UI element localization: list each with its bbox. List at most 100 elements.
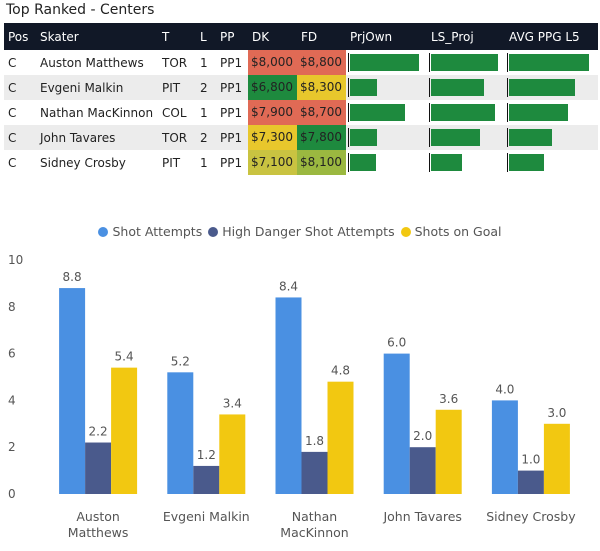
fd-salary-value: $8,700	[297, 100, 346, 125]
team-cell: TOR	[158, 125, 196, 150]
y-tick-label: 10	[8, 253, 23, 267]
table-row[interactable]: C Nathan MacKinnon COL 1 PP1 $7,900 $8,700	[4, 100, 598, 125]
y-tick-label: 4	[8, 393, 16, 407]
x-tick-label: Sidney Crosby	[486, 509, 576, 524]
bar-shot-attempts	[275, 297, 302, 494]
ls-proj-cell	[427, 125, 505, 150]
prjown-cell	[346, 125, 427, 150]
avg-ppg-cell	[505, 125, 598, 150]
ls-proj-cell	[427, 150, 505, 175]
bar-high-danger-shot-attempts	[85, 442, 112, 494]
col-prjown-header[interactable]: PrjOwn	[346, 23, 427, 50]
col-ls-proj-header[interactable]: LS_Proj	[427, 23, 505, 50]
data-label: 5.4	[115, 350, 134, 364]
bar-shot-attempts	[383, 353, 410, 494]
prjown-cell	[346, 75, 427, 100]
fd-salary-cell: $8,800	[297, 50, 346, 75]
col-team-header[interactable]: T	[158, 23, 196, 50]
bar-shots-on-goal	[543, 423, 570, 494]
fd-salary-cell: $7,800	[297, 125, 346, 150]
ls-proj-bar	[431, 54, 498, 71]
line-cell: 1	[200, 55, 208, 70]
legend-label: Shots on Goal	[414, 224, 502, 239]
avg-ppg-bar-track	[507, 78, 597, 97]
y-tick-label: 8	[8, 300, 16, 314]
fd-salary-value: $7,800	[297, 125, 346, 150]
legend-item[interactable]: Shots on Goal	[400, 224, 502, 239]
avg-ppg-bar	[509, 79, 575, 96]
ls-proj-bar	[431, 129, 481, 146]
data-label: 6.0	[387, 336, 406, 350]
skater-name-cell: John Tavares	[36, 125, 158, 150]
bar-high-danger-shot-attempts	[517, 470, 544, 494]
y-tick-label: 0	[8, 487, 16, 501]
legend-marker-icon	[98, 227, 109, 237]
bar-high-danger-shot-attempts	[301, 451, 328, 494]
dk-salary-cell: $6,800	[248, 75, 297, 100]
team-cell: PIT	[162, 155, 181, 170]
prjown-cell	[346, 100, 427, 125]
fd-salary-cell: $8,300	[297, 75, 346, 100]
legend-item[interactable]: High Danger Shot Attempts	[208, 224, 395, 239]
table-row[interactable]: C Evgeni Malkin PIT 2 PP1 $6,800 $8,300	[4, 75, 598, 100]
col-pos-header[interactable]: Pos	[4, 23, 36, 50]
bar-shot-attempts	[491, 400, 518, 494]
table-row[interactable]: C Auston Matthews TOR 1 PP1 $8,000 $8,800	[4, 50, 598, 75]
dk-salary-cell: $7,300	[248, 125, 297, 150]
avg-ppg-bar	[509, 129, 552, 146]
fd-salary-value: $8,300	[297, 75, 346, 100]
dk-salary-value: $7,100	[248, 150, 297, 175]
avg-ppg-bar-track	[507, 128, 597, 147]
ls-proj-bar	[431, 104, 495, 121]
bar-shot-attempts	[59, 288, 86, 494]
data-label: 3.6	[439, 392, 458, 406]
prjown-cell	[346, 150, 427, 175]
power-play-cell: PP1	[216, 75, 248, 100]
prjown-bar-track	[348, 53, 426, 72]
table-row[interactable]: C John Tavares TOR 2 PP1 $7,300 $7,800	[4, 125, 598, 150]
ls-proj-bar-track	[429, 78, 504, 97]
table-row[interactable]: C Sidney Crosby PIT 1 PP1 $7,100 $8,100	[4, 150, 598, 175]
ls-proj-cell	[427, 75, 505, 100]
data-label: 3.4	[223, 396, 242, 410]
power-play-cell: PP1	[220, 155, 243, 170]
avg-ppg-bar	[509, 54, 590, 71]
ls-proj-bar	[431, 79, 485, 96]
data-label: 3.0	[547, 406, 566, 420]
x-tick-label: Auston	[76, 509, 119, 524]
data-label: 2.2	[89, 425, 108, 439]
bar-high-danger-shot-attempts	[409, 447, 436, 494]
prjown-bar	[350, 129, 377, 146]
page-title: Top Ranked - Centers	[6, 2, 155, 18]
team-cell: COL	[162, 105, 187, 120]
bar-shots-on-goal	[327, 381, 354, 494]
line-cell: 2	[196, 75, 216, 100]
prjown-bar-track	[348, 103, 426, 122]
power-play-cell: PP1	[220, 105, 243, 120]
bar-shot-attempts	[167, 372, 194, 494]
fd-salary-cell: $8,700	[297, 100, 346, 125]
avg-ppg-bar	[509, 104, 568, 121]
prjown-bar	[350, 104, 405, 121]
dk-salary-value: $6,800	[248, 75, 297, 100]
avg-ppg-bar-track	[507, 53, 597, 72]
col-dk-header[interactable]: DK	[248, 23, 297, 50]
col-skater-header[interactable]: Skater	[36, 23, 158, 50]
col-avg-ppg-header[interactable]: AVG PPG L5	[505, 23, 598, 50]
position-cell: C	[8, 105, 17, 120]
legend-marker-icon	[208, 227, 219, 237]
prjown-bar-track	[348, 153, 426, 172]
legend-item[interactable]: Shot Attempts	[98, 224, 202, 239]
power-play-cell: PP1	[220, 55, 243, 70]
dk-salary-cell: $7,100	[248, 150, 297, 175]
dk-salary-value: $8,000	[248, 50, 297, 75]
col-fd-header[interactable]: FD	[297, 23, 346, 50]
skater-name-cell: Auston Matthews	[40, 55, 144, 70]
col-line-header[interactable]: L	[196, 23, 216, 50]
col-pp-header[interactable]: PP	[216, 23, 248, 50]
avg-ppg-bar-track	[507, 103, 597, 122]
chart-legend: Shot Attempts High Danger Shot Attempts Sh…	[0, 224, 600, 239]
position-cell: C	[8, 55, 17, 70]
prjown-bar	[350, 154, 376, 171]
